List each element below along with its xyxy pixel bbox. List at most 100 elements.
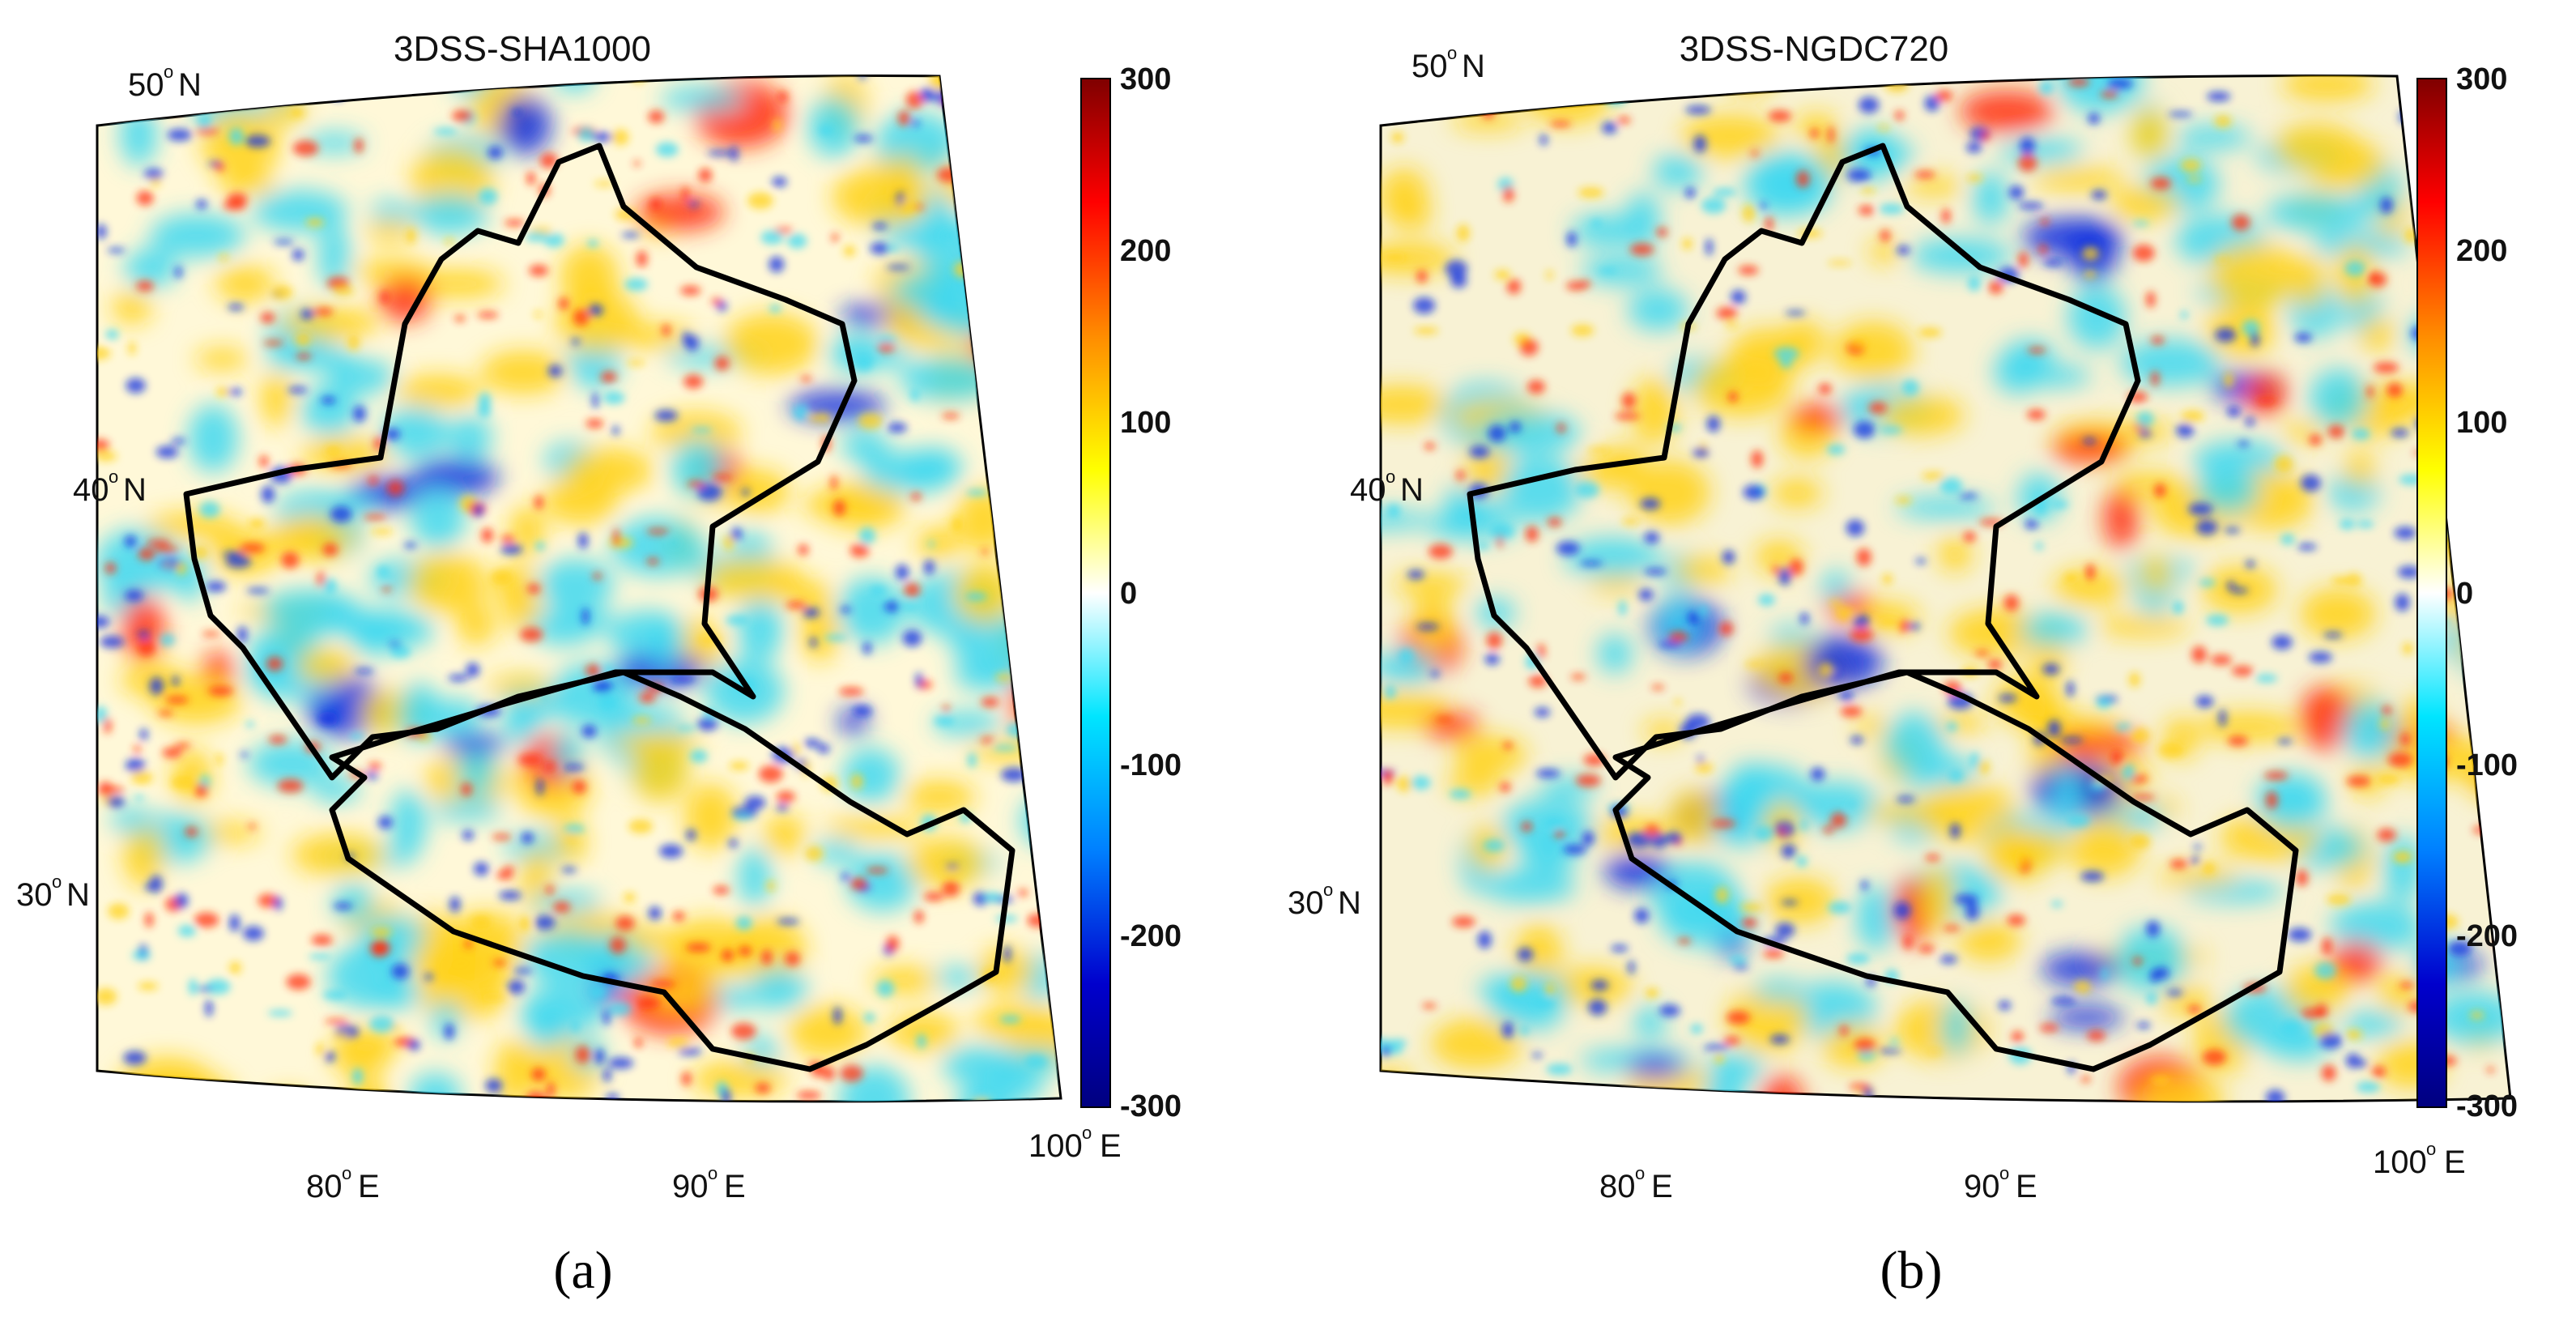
anomaly-blob [1581,256,1663,285]
anomaly-speck [1743,484,1765,501]
anomaly-blob [1453,735,1527,774]
anomaly-speck [1591,1098,1611,1102]
anomaly-speck [449,896,461,913]
anomaly-speck [983,892,1002,902]
anomaly-speck [493,1106,501,1110]
anomaly-speck [798,543,809,556]
anomaly-speck [902,629,922,647]
anomaly-speck [2034,542,2044,550]
anomaly-speck [1424,442,1436,450]
anomaly-speck [543,761,556,772]
anomaly-blob [976,149,1006,188]
anomaly-speck [561,867,577,873]
anomaly-speck [423,75,446,88]
anomaly-speck [680,285,701,296]
anomaly-blob [1876,395,1965,436]
anomaly-speck [832,500,846,517]
anomaly-speck [2188,502,2213,516]
anomaly-speck [928,540,935,548]
anomaly-speck [1738,265,1759,275]
anomaly-blob [2273,123,2361,172]
anomaly-blob [2097,615,2189,637]
anomaly-speck [268,735,287,744]
anomaly-blob [1999,139,2084,164]
anomaly-speck [462,829,474,841]
anomaly-speck [567,833,577,842]
anomaly-speck [188,978,198,995]
anomaly-speck [628,819,654,833]
anomaly-blob [523,929,615,988]
anomaly-blob [1760,1075,1803,1102]
anomaly-speck [322,543,338,556]
anomaly-speck [1699,603,1708,617]
svg-text:o: o [342,1163,351,1183]
anomaly-blob [737,596,783,662]
anomaly-speck [876,979,895,997]
anomaly-speck [685,335,700,352]
anomaly-speck [773,118,781,132]
anomaly-speck [1527,379,1546,394]
anomaly-speck [500,543,523,555]
anomaly-blob [904,447,963,488]
anomaly-speck [2263,771,2289,781]
anomaly-speck [543,232,564,248]
anomaly-speck [2319,1033,2343,1049]
anomaly-speck [534,310,542,318]
anomaly-speck [286,974,311,991]
anomaly-speck [1684,75,1705,79]
anomaly-speck [1024,1055,1048,1069]
anomaly-speck [248,823,257,829]
anomaly-speck [1778,672,1794,684]
anomaly-speck [877,343,896,352]
anomaly-speck [1854,1038,1876,1053]
anomaly-speck [594,181,615,187]
svg-text:o: o [708,1163,717,1183]
anomaly-speck [2300,474,2321,492]
anomaly-speck [1881,573,1893,585]
anomaly-speck [1521,821,1533,832]
anomaly-blob [1864,802,1961,824]
anomaly-blob [2383,835,2422,903]
anomaly-speck [2218,709,2227,727]
anomaly-speck [1509,421,1522,433]
anomaly-speck [2345,573,2362,587]
anomaly-speck [2150,177,2171,190]
anomaly-speck [292,249,304,261]
anomaly-speck [1818,662,1834,679]
anomaly-blob [1856,885,1897,951]
anomaly-speck [1854,420,1876,439]
anomaly-blob [560,244,619,308]
anomaly-speck [1692,447,1710,458]
anomaly-speck [2272,634,2293,650]
anomaly-speck [776,803,789,812]
anomaly-speck [2166,990,2183,996]
anomaly-speck [403,542,417,548]
anomaly-blob [330,1028,391,1079]
anomaly-speck [245,134,270,147]
anomaly-speck [518,916,531,931]
anomaly-speck [632,717,651,724]
anomaly-blob [1628,1055,1683,1077]
anomaly-speck [1925,854,1940,862]
anomaly-speck [1598,267,1619,275]
anomaly-speck [769,305,781,313]
anomaly-blob [424,944,519,985]
anomaly-blob [2159,986,2211,1016]
anomaly-speck [444,238,455,245]
anomaly-speck [1800,818,1807,833]
anomaly-blob [692,1060,787,1098]
anomaly-blob [292,833,386,876]
anomaly-speck [636,250,648,267]
anomaly-blob [1024,229,1061,280]
anomaly-speck [1715,886,1729,904]
anomaly-speck [2080,871,2105,882]
anomaly-speck [500,535,515,543]
anomaly-speck [321,396,336,405]
anomaly-speck [1437,99,1451,113]
anomaly-speck [888,245,900,252]
anomaly-speck [143,1082,164,1091]
colorbar-tick: 300 [1120,62,1171,96]
colorbar-tick: -100 [2456,748,2518,782]
anomaly-blob [1668,790,1719,845]
anomaly-speck [305,218,325,227]
